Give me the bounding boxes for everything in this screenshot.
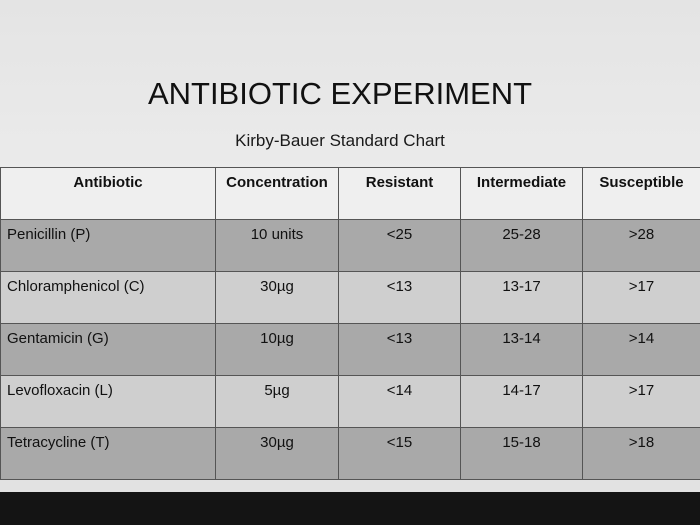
- screen: ANTIBIOTIC EXPERIMENT Kirby-Bauer Standa…: [0, 0, 700, 492]
- table-cell: <13: [338, 271, 461, 324]
- table-cell: 5µg: [215, 375, 339, 428]
- antibiotic-name: Gentamicin (G): [0, 323, 216, 376]
- antibiotic-name: Tetracycline (T): [0, 427, 216, 480]
- table-row: Tetracycline (T) 30µg <15 15-18 >18: [0, 427, 700, 480]
- table-cell: 30µg: [215, 271, 339, 324]
- table-cell: 25-28: [460, 219, 583, 272]
- table-cell: 15-18: [460, 427, 583, 480]
- table-cell: <15: [338, 427, 461, 480]
- table-row: Chloramphenicol (C) 30µg <13 13-17 >17: [0, 271, 700, 324]
- antibiotic-name: Chloramphenicol (C): [0, 271, 216, 324]
- column-header: Intermediate: [460, 167, 583, 220]
- table-cell: 10µg: [215, 323, 339, 376]
- table-cell: <25: [338, 219, 461, 272]
- table-row: Gentamicin (G) 10µg <13 13-14 >14: [0, 323, 700, 376]
- table-cell: <13: [338, 323, 461, 376]
- header-row: Antibiotic Concentration Resistant Intermed…: [0, 167, 700, 220]
- subtitle: Kirby-Bauer Standard Chart: [235, 131, 445, 150]
- table-cell: >17: [582, 375, 700, 428]
- title: ANTIBIOTIC EXPERIMENT: [147, 76, 533, 111]
- table-cell: >14: [582, 323, 700, 376]
- table-cell: <14: [338, 375, 461, 428]
- table-cell: 14-17: [460, 375, 583, 428]
- table-cell: 10 units: [215, 219, 339, 272]
- table-cell: >28: [582, 219, 700, 272]
- table-cell: 13-14: [460, 323, 583, 376]
- table: Antibiotic Concentration Resistant Intermed…: [0, 167, 700, 480]
- antibiotic-name: Levofloxacin (L): [0, 375, 216, 428]
- monitor-bezel: [0, 492, 700, 525]
- table-row: Penicillin (P) 10 units <25 25-28 >28: [0, 219, 700, 272]
- table-cell: 30µg: [215, 427, 339, 480]
- table-cell: 13-17: [460, 271, 583, 324]
- column-header: Resistant: [338, 167, 461, 220]
- table-row: Levofloxacin (L) 5µg <14 14-17 >17: [0, 375, 700, 428]
- table-cell: >17: [582, 271, 700, 324]
- column-header: Antibiotic: [0, 167, 216, 220]
- table-cell: >18: [582, 427, 700, 480]
- column-header: Concentration: [215, 167, 339, 220]
- antibiotic-name: Penicillin (P): [0, 219, 216, 272]
- column-header: Susceptible: [582, 167, 700, 220]
